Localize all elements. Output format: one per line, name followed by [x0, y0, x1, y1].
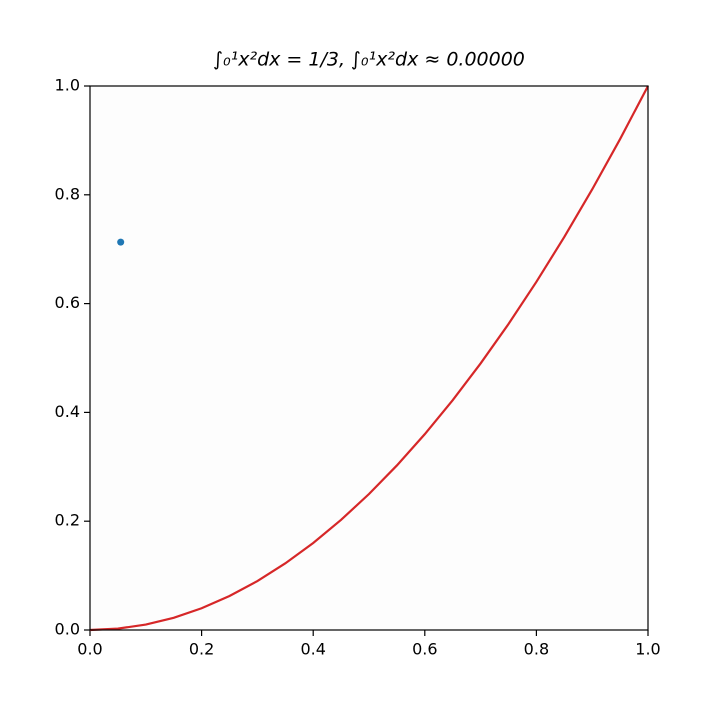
y-tick-label: 0.6 — [55, 293, 80, 312]
point — [117, 238, 125, 246]
x-tick-label: 0.4 — [300, 640, 325, 659]
x-tick-label: 0.0 — [77, 640, 102, 659]
axes-frame — [89, 85, 649, 631]
chart-title: ∫₀¹x²dx = 1/3, ∫₀¹x²dx ≈ 0.00000 — [213, 49, 525, 71]
y-tick-label: 0.8 — [55, 184, 80, 203]
x-tick-label: 0.6 — [412, 640, 437, 659]
curve — [89, 85, 649, 632]
x-tick-label: 0.8 — [524, 640, 549, 659]
x-tick-label: 0.2 — [189, 640, 214, 659]
x-tick-label: 1.0 — [635, 640, 660, 659]
y-tick-label: 0.2 — [55, 511, 80, 530]
plot-background — [90, 86, 648, 630]
y-tick-label: 0.4 — [55, 402, 80, 421]
y-tick-label: 0.0 — [55, 620, 80, 639]
y-tick-label: 1.0 — [55, 76, 80, 95]
